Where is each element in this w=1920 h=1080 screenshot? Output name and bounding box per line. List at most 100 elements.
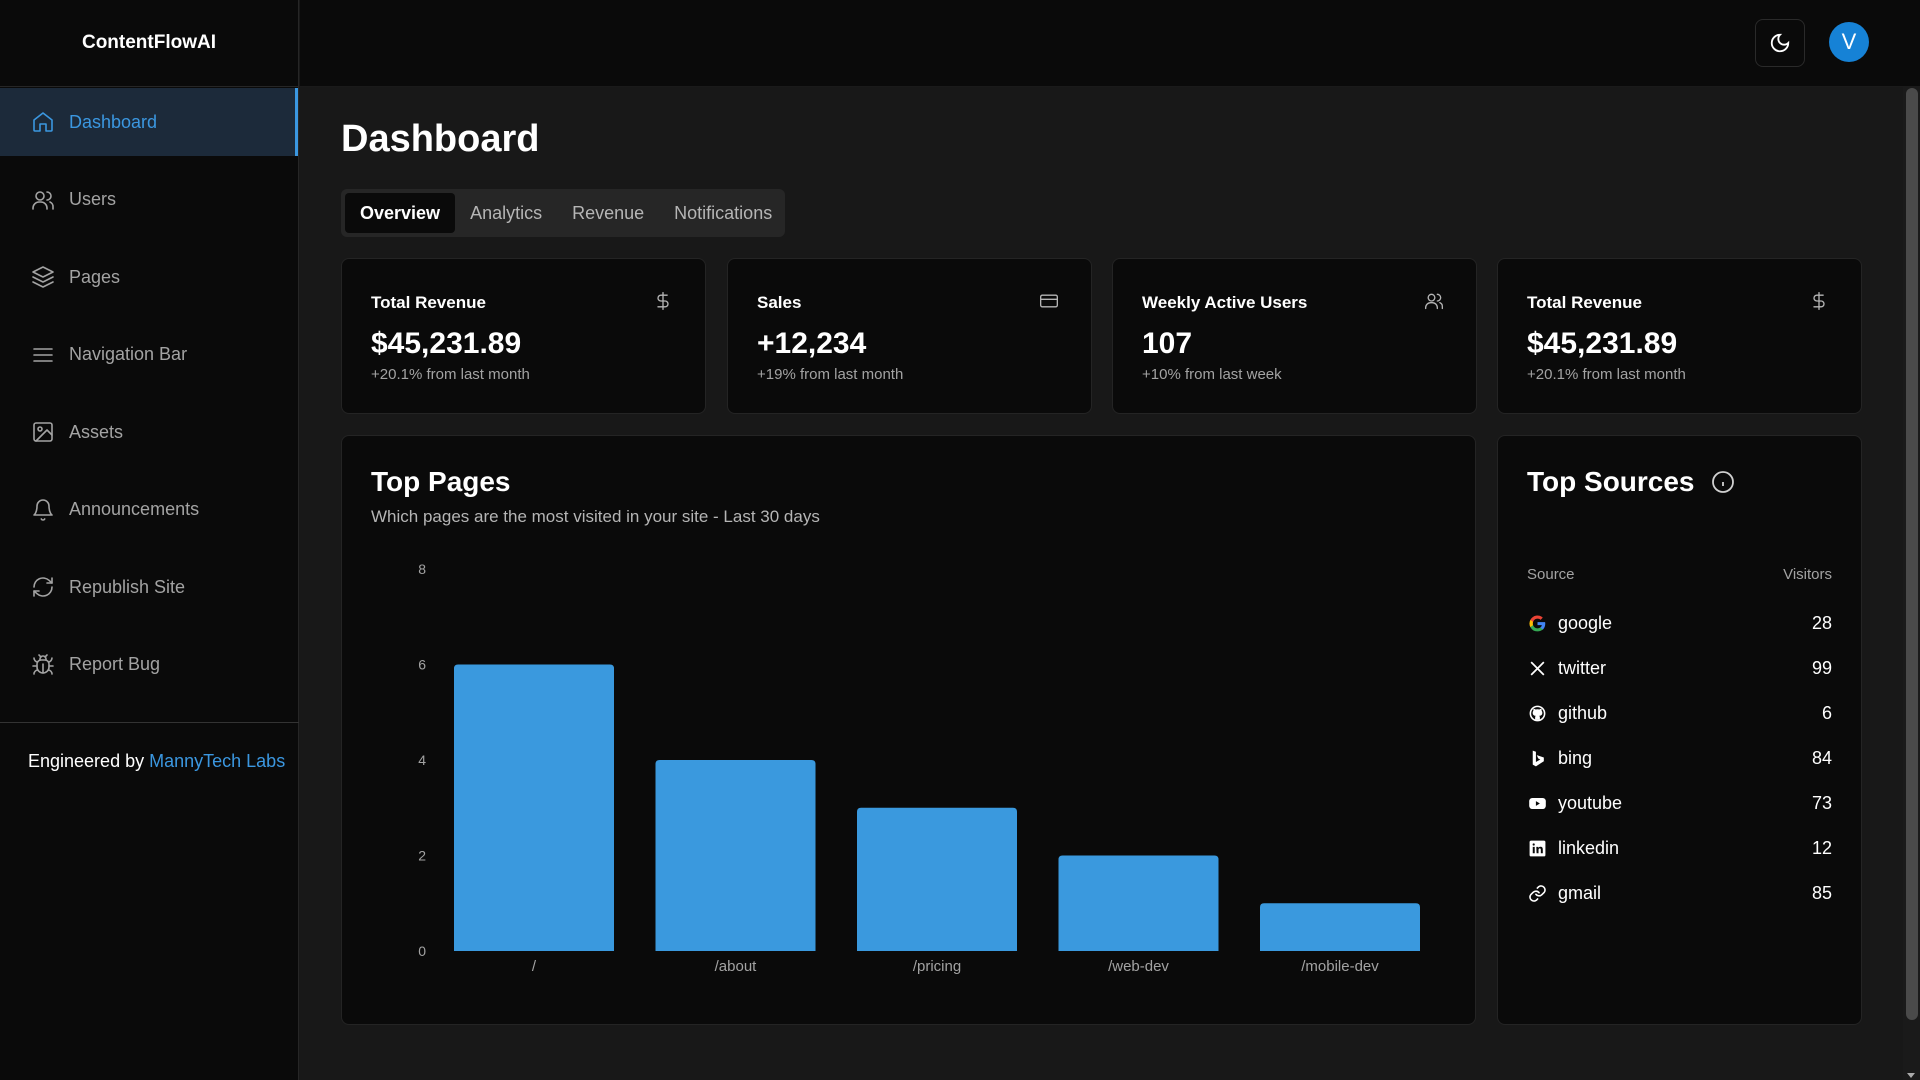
table-row: google 28 — [1527, 601, 1832, 646]
refresh-icon — [33, 577, 53, 597]
footer-prefix: Engineered by — [28, 751, 145, 771]
info-icon[interactable] — [1711, 470, 1735, 494]
youtube-icon — [1527, 794, 1547, 814]
avatar[interactable]: V — [1829, 22, 1869, 62]
stat-value: +12,234 — [757, 327, 867, 360]
scroll-down-arrow[interactable] — [1907, 1073, 1915, 1078]
bar-about[interactable] — [655, 760, 816, 951]
top-pages-bar-chart: 0 2 4 6 8 / /about/pricing/web-dev/mobile-dev — [418, 561, 1420, 975]
stat-change: +20.1% from last month — [371, 366, 530, 383]
source-visitors: 28 — [1811, 613, 1832, 633]
sidebar-item-report-bug[interactable]: Report Bug — [0, 631, 298, 699]
scrollbar-thumb[interactable] — [1906, 88, 1918, 1020]
sources-table-header: Source Visitors — [1527, 566, 1832, 583]
source-visitors: 99 — [1811, 658, 1832, 678]
source-name: google — [1558, 613, 1613, 633]
sidebar-item-announcements[interactable]: Announcements — [0, 476, 298, 544]
linkedin-icon — [1527, 839, 1547, 859]
sidebar-item-label: Report Bug — [69, 654, 161, 674]
source-visitors: 73 — [1811, 793, 1832, 813]
bell-icon — [33, 498, 53, 521]
bar-web-dev[interactable] — [1058, 855, 1219, 952]
x-icon — [1527, 659, 1547, 679]
x-tick-label: /about — [715, 958, 758, 975]
stat-change: +10% from last week — [1142, 366, 1282, 383]
sidebar-divider — [0, 722, 299, 723]
table-row: bing 84 — [1527, 736, 1832, 781]
page-scrollbar[interactable] — [1903, 87, 1920, 1080]
bar-pricing[interactable] — [857, 807, 1017, 951]
source-visitors: 12 — [1811, 838, 1832, 858]
x-tick-label: /pricing — [913, 958, 961, 975]
tab-list: Overview Analytics Revenue Notifications — [341, 189, 785, 237]
sources-list: google 28 twitter 99 github 6 bing 84 — [1527, 601, 1832, 916]
stat-title: Sales — [757, 293, 802, 312]
stat-card-total-revenue: Total Revenue $45,231.89 +20.1% from las… — [341, 258, 706, 414]
stat-change: +19% from last month — [757, 366, 904, 383]
stat-title: Weekly Active Users — [1142, 293, 1308, 312]
tab-notifications[interactable]: Notifications — [674, 202, 773, 223]
table-row: twitter 99 — [1527, 646, 1832, 691]
sidebar-item-republish-site[interactable]: Republish Site — [0, 553, 298, 621]
sidebar-item-navigation-bar[interactable]: Navigation Bar — [0, 321, 298, 389]
stat-value: $45,231.89 — [1527, 327, 1678, 360]
sidebar-footer: Engineered by MannyTech Labs — [28, 751, 285, 772]
sidebar-item-label: Pages — [69, 266, 121, 287]
sidebar-item-label: Dashboard — [69, 111, 158, 132]
home-icon — [33, 112, 53, 132]
table-row: github 6 — [1527, 691, 1832, 736]
source-name: twitter — [1558, 658, 1607, 678]
y-tick-label: 2 — [418, 848, 426, 864]
google-icon — [1527, 614, 1547, 634]
sidebar-item-users[interactable]: Users — [0, 166, 298, 234]
table-row: linkedin 12 — [1527, 826, 1832, 871]
stat-card-sales: Sales +12,234 +19% from last month — [727, 258, 1092, 414]
source-visitors: 85 — [1811, 883, 1832, 903]
y-tick-label: 6 — [418, 657, 426, 673]
stat-card-total-revenue-2: Total Revenue $45,231.89 +20.1% from las… — [1497, 258, 1862, 414]
theme-toggle-button[interactable] — [1755, 19, 1805, 67]
top-sources-title: Top Sources — [1527, 466, 1695, 497]
dollar-icon — [653, 291, 673, 311]
x-tick-label: / — [532, 958, 537, 975]
tab-analytics[interactable]: Analytics — [470, 202, 543, 223]
link-icon — [1527, 884, 1547, 904]
sidebar-item-pages[interactable]: Pages — [0, 243, 298, 311]
source-column-header: Source — [1527, 566, 1575, 583]
sidebar: ContentFlowAI Dashboard Users Pages Navi… — [0, 0, 299, 1080]
sidebar-item-label: Navigation Bar — [69, 344, 188, 364]
footer-link[interactable]: MannyTech Labs — [149, 751, 286, 771]
visitors-column-header: Visitors — [1783, 566, 1832, 583]
y-tick-label: 0 — [418, 943, 426, 959]
source-visitors: 6 — [1821, 703, 1832, 723]
dollar-icon — [1809, 291, 1829, 311]
moon-icon — [1770, 33, 1790, 53]
sidebar-item-assets[interactable]: Assets — [0, 398, 298, 466]
y-tick-label: 8 — [418, 561, 426, 577]
bar-root[interactable] — [454, 664, 614, 952]
source-name: github — [1558, 703, 1608, 723]
stat-value: $45,231.89 — [371, 327, 522, 360]
page-title: Dashboard — [341, 118, 540, 160]
top-pages-subtitle: Which pages are the most visited in your… — [371, 507, 820, 526]
source-name: youtube — [1558, 793, 1623, 813]
x-tick-label: /web-dev — [1108, 958, 1169, 975]
top-pages-title: Top Pages — [371, 466, 511, 497]
menu-icon — [33, 347, 53, 362]
y-tick-label: 4 — [418, 752, 426, 768]
x-tick-label: /mobile-dev — [1301, 958, 1379, 975]
users-icon — [32, 190, 54, 210]
top-sources-title-row: Top Sources — [1527, 466, 1735, 498]
brand-logo[interactable]: ContentFlowAI — [0, 0, 298, 87]
stat-title: Total Revenue — [1527, 293, 1642, 312]
sidebar-item-dashboard[interactable]: Dashboard — [0, 88, 298, 156]
source-name: bing — [1558, 748, 1593, 768]
bug-icon — [32, 653, 54, 675]
top-pages-card: 0 2 4 6 8//about/pricing/web-dev/mobile-dev … — [341, 435, 1476, 1025]
bar-mobile-dev[interactable] — [1260, 903, 1420, 951]
topbar — [300, 0, 1920, 87]
sidebar-nav: Dashboard Users Pages Navigation Bar Ass… — [0, 87, 298, 699]
tab-revenue[interactable]: Revenue — [572, 202, 645, 223]
source-name: linkedin — [1558, 838, 1620, 858]
tab-overview[interactable]: Overview — [345, 193, 456, 233]
